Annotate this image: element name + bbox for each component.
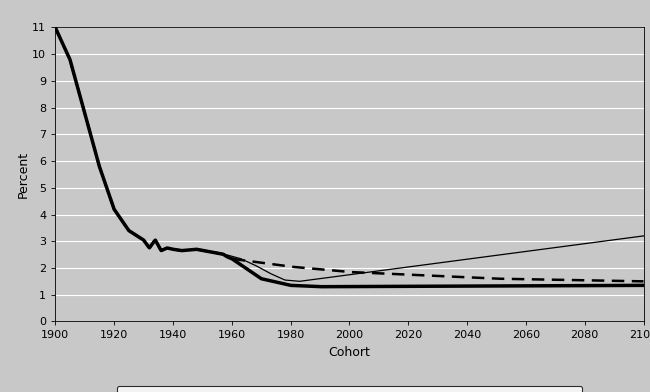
X-axis label: Cohort: Cohort [328, 346, 370, 359]
Balanced budget award [558, 283, 566, 288]
Balanced budget tax [640, 279, 647, 284]
Present law [409, 264, 417, 269]
Balanced budget award [499, 283, 506, 288]
Present law [499, 252, 506, 257]
Balanced budget award [640, 283, 647, 288]
Present law [558, 244, 566, 249]
Present law [427, 261, 435, 266]
Present law [88, 135, 96, 140]
Balanced budget award [409, 284, 417, 289]
Present law [51, 25, 59, 30]
Balanced budget award [88, 135, 96, 140]
Balanced budget tax [558, 278, 566, 282]
Line: Balanced budget tax: Balanced budget tax [55, 27, 644, 281]
Line: Present law: Present law [55, 27, 644, 281]
Balanced budget tax [51, 25, 59, 30]
Present law [394, 266, 402, 271]
Line: Balanced budget award: Balanced budget award [55, 27, 644, 287]
Balanced budget tax [408, 272, 416, 277]
Balanced budget tax [393, 272, 401, 276]
Balanced budget award [317, 284, 324, 289]
Balanced budget tax [426, 273, 434, 278]
Present law [640, 234, 647, 238]
Balanced budget tax [497, 276, 505, 281]
Balanced budget award [51, 25, 59, 30]
Legend: Present law, Balanced budget award, Balanced budget tax: Present law, Balanced budget award, Bala… [116, 386, 582, 392]
Balanced budget tax [88, 135, 96, 140]
Balanced budget award [427, 284, 435, 289]
Y-axis label: Percent: Percent [16, 151, 29, 198]
Present law [295, 279, 303, 284]
Balanced budget award [394, 284, 402, 289]
